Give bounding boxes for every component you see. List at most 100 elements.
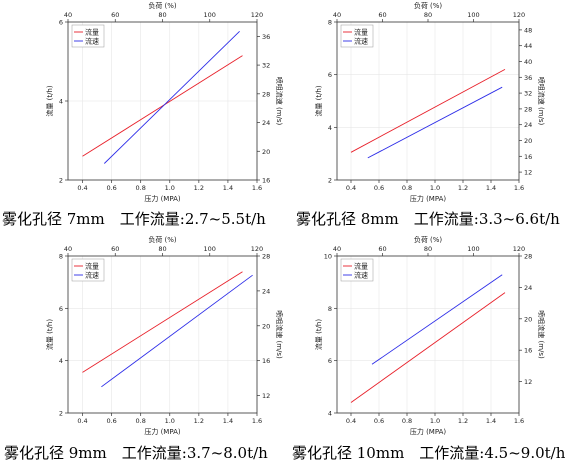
y-axis-title: 流量 (t/h)	[314, 319, 323, 350]
x-tick-label: 0.4	[346, 184, 356, 192]
y-tick-label: 6	[328, 71, 332, 79]
series-line-flow	[350, 292, 506, 403]
y2-tick-label: 16	[262, 357, 270, 365]
x2-tick-label: 120	[251, 245, 263, 253]
x2-tick-label: 40	[333, 11, 341, 19]
x-axis-title: 压力 (MPA)	[144, 194, 181, 203]
x2-tick-label: 60	[378, 11, 386, 19]
x-tick-label: 1.2	[458, 184, 468, 192]
chart-panel-1: 0.4 0.6 0.8 1.0 1.2 1.4 1.640 60 80 100 1202461620…	[2, 1, 284, 228]
y2-tick-label: 12	[524, 378, 532, 386]
x-tick-label: 1.0	[165, 417, 175, 425]
y2-tick-label: 36	[262, 33, 270, 41]
y-tick-label: 4	[59, 98, 63, 106]
legend-box	[340, 258, 374, 282]
chart-caption: 雾化孔径 8mm 工作流量:3.3~6.6t/h	[296, 210, 560, 228]
y2-tick-label: 32	[262, 62, 270, 70]
series-line-flow	[82, 271, 243, 373]
y-tick-label: 2	[59, 410, 63, 418]
y-tick-label: 8	[328, 305, 332, 313]
x-tick-label: 1.6	[252, 417, 262, 425]
x2-tick-label: 80	[158, 11, 166, 19]
series-line-flow	[350, 69, 506, 153]
y2-tick-label: 16	[262, 177, 270, 185]
y2-tick-label: 28	[262, 253, 270, 261]
x-tick-label: 1.0	[165, 184, 175, 192]
chart-panel-2: 0.4 0.6 0.8 1.0 1.2 1.4 1.640 60 80 100 1202468121…	[296, 1, 560, 228]
y-axis-title: 流量 (t/h)	[45, 319, 54, 350]
y2-tick-label: 28	[524, 253, 532, 261]
y-tick-label: 4	[59, 357, 63, 365]
legend-box	[71, 258, 105, 282]
y-tick-label: 2	[328, 177, 332, 185]
x-tick-label: 0.6	[106, 417, 116, 425]
x-tick-label: 1.4	[223, 184, 233, 192]
series-line-velocity	[371, 274, 503, 365]
x-tick-label: 0.8	[402, 184, 412, 192]
y2-tick-label: 44	[524, 42, 532, 50]
x2-tick-label: 40	[333, 245, 341, 253]
x2-tick-label: 120	[251, 11, 263, 19]
y2-tick-label: 40	[524, 58, 532, 66]
y2-tick-label: 16	[524, 347, 532, 355]
legend-box	[71, 24, 105, 48]
x-tick-label: 1.6	[252, 184, 262, 192]
legend-label: 流量	[85, 28, 99, 37]
x2-axis-title: 负荷 (%)	[414, 1, 443, 10]
x-tick-label: 0.4	[346, 417, 356, 425]
x2-tick-label: 60	[111, 11, 119, 19]
x-tick-label: 0.4	[77, 184, 87, 192]
x-tick-label: 1.2	[458, 417, 468, 425]
x-tick-label: 0.6	[106, 184, 116, 192]
x-tick-label: 1.6	[514, 184, 524, 192]
chart-panel-4: 0.4 0.6 0.8 1.0 1.2 1.4 1.6 40 60 80 100 120 4 6 8 10 12…	[292, 235, 566, 462]
x-axis-title: 压力 (MPA)	[144, 427, 181, 436]
chart-caption: 雾化孔径 7mm 工作流量:2.7~5.5t/h	[2, 210, 266, 228]
x2-tick-label: 60	[111, 245, 119, 253]
y2-tick-label: 20	[262, 148, 270, 156]
y-axis-title: 流量 (t/h)	[314, 85, 323, 116]
x-tick-label: 1.4	[223, 417, 233, 425]
x-tick-label: 0.8	[136, 417, 146, 425]
x-tick-label: 1.0	[430, 184, 440, 192]
y-tick-label: 6	[59, 19, 63, 27]
legend-label: 流速	[354, 37, 368, 46]
x2-tick-label: 40	[64, 11, 72, 19]
y-tick-label: 6	[59, 305, 63, 313]
y-tick-label: 2	[59, 177, 63, 185]
legend-label: 流量	[354, 262, 368, 271]
x-tick-label: 0.4	[77, 417, 87, 425]
y-axis-title: 流量 (t/h)	[45, 85, 54, 116]
x2-axis-title: 负荷 (%)	[414, 235, 443, 244]
y2-tick-label: 36	[524, 74, 532, 82]
series-line-velocity	[367, 86, 503, 159]
y2-axis-title: 喷咀流速 (m/s)	[275, 310, 284, 359]
y2-tick-label: 48	[524, 26, 532, 34]
x-tick-label: 1.6	[514, 417, 524, 425]
x2-tick-label: 80	[158, 245, 166, 253]
x2-tick-label: 100	[467, 245, 479, 253]
x-tick-label: 0.8	[136, 184, 146, 192]
chart-panel-3: 0.4 0.6 0.8 1.0 1.2 1.4 1.640 60 80 100 1202468121…	[4, 235, 284, 462]
y2-tick-label: 28	[262, 90, 270, 98]
y2-tick-label: 28	[524, 105, 532, 113]
x-tick-label: 0.6	[374, 417, 384, 425]
x2-axis-title: 负荷 (%)	[148, 1, 177, 10]
y2-tick-label: 20	[524, 315, 532, 323]
x2-axis-title: 负荷 (%)	[148, 235, 177, 244]
series-line-velocity	[103, 30, 240, 164]
chart-caption: 雾化孔径 9mm 工作流量:3.7~8.0t/h	[4, 444, 268, 462]
x-tick-label: 1.2	[194, 417, 204, 425]
legend-label: 流速	[85, 37, 99, 46]
x-tick-label: 1.4	[486, 417, 496, 425]
series-line-flow	[82, 55, 243, 157]
y-tick-label: 8	[59, 253, 63, 261]
x-tick-label: 1.4	[486, 184, 496, 192]
y2-tick-label: 24	[262, 287, 270, 295]
y2-tick-label: 12	[262, 392, 270, 400]
y2-tick-label: 24	[524, 121, 532, 129]
x2-tick-label: 100	[467, 11, 479, 19]
x2-tick-label: 100	[204, 245, 216, 253]
x-tick-label: 1.0	[430, 417, 440, 425]
